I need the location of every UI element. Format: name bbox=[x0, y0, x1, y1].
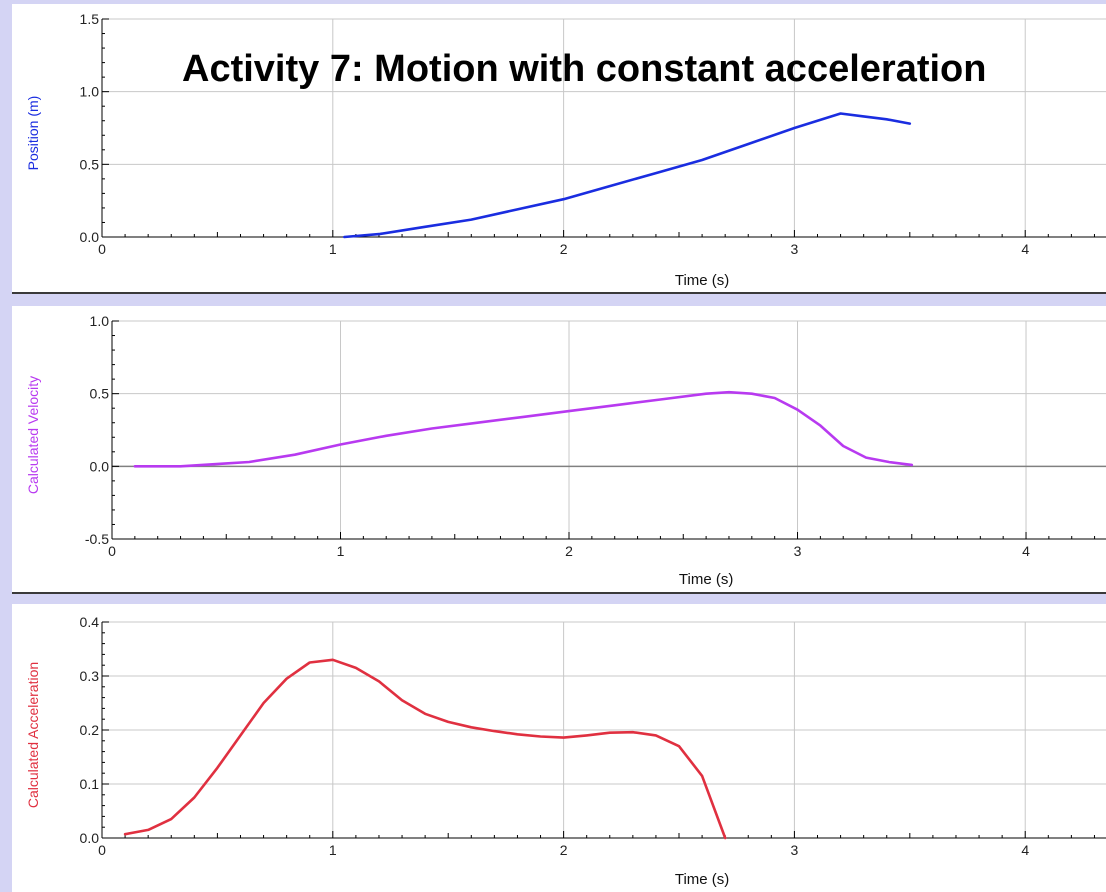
series-line bbox=[342, 112, 912, 239]
y-axis-label: Position (m) bbox=[25, 96, 41, 171]
y-tick-label: 1.0 bbox=[90, 313, 110, 329]
y-tick-label: 0.0 bbox=[80, 830, 100, 846]
y-tick-label: 0.0 bbox=[90, 458, 110, 474]
x-axis-label: Time (s) bbox=[679, 571, 733, 588]
x-tick-label: 4 bbox=[1021, 842, 1029, 858]
x-tick-label: 1 bbox=[337, 543, 345, 559]
y-axis-label: Calculated Acceleration bbox=[25, 662, 41, 808]
acceleration-chart: 0.0 0.1 0.2 0.3 0.4 0 1 2 3 4 Time (s) Calculated A… bbox=[25, 614, 1106, 888]
x-tick-label: 2 bbox=[565, 543, 573, 559]
y-tick-label: 0.3 bbox=[80, 668, 100, 684]
velocity-chart-panel: -0.5 0.0 0.5 1.0 0 1 2 3 4 Time (s) Calculated Vel… bbox=[12, 306, 1106, 592]
x-tick-label: 0 bbox=[108, 543, 116, 559]
x-tick-label: 4 bbox=[1022, 543, 1030, 559]
x-tick-label: 1 bbox=[329, 842, 337, 858]
x-tick-label: 3 bbox=[794, 543, 802, 559]
y-tick-label: 0.5 bbox=[90, 386, 110, 402]
x-tick-label: 1 bbox=[329, 241, 337, 257]
y-tick-label: 0.2 bbox=[80, 722, 100, 738]
panel-divider bbox=[12, 292, 1106, 294]
x-tick-label: 4 bbox=[1021, 241, 1029, 257]
x-tick-label: 3 bbox=[791, 241, 799, 257]
x-tick-label: 0 bbox=[98, 241, 106, 257]
x-tick-label: 2 bbox=[560, 842, 568, 858]
position-chart-panel: 0.0 0.5 1.0 1.5 0 1 2 3 4 Time (s) Position (m) bbox=[12, 4, 1106, 292]
position-chart: 0.0 0.5 1.0 1.5 0 1 2 3 4 Time (s) Position (m) bbox=[25, 11, 1106, 289]
y-axis-label: Calculated Velocity bbox=[25, 376, 41, 494]
y-tick-label: 0.0 bbox=[80, 229, 100, 245]
series-line bbox=[133, 390, 914, 468]
series-line bbox=[123, 658, 727, 840]
y-tick-label: 0.1 bbox=[80, 776, 100, 792]
x-tick-label: 2 bbox=[560, 241, 568, 257]
y-tick-label: 1.5 bbox=[80, 11, 100, 27]
y-tick-label: 0.4 bbox=[80, 614, 100, 630]
y-tick-label: 0.5 bbox=[80, 156, 100, 172]
slide-title: Activity 7: Motion with constant acceler… bbox=[182, 48, 987, 90]
y-tick-label: 1.0 bbox=[80, 84, 100, 100]
acceleration-chart-panel: 0.0 0.1 0.2 0.3 0.4 0 1 2 3 4 Time (s) Calculated A… bbox=[12, 604, 1106, 892]
x-axis-label: Time (s) bbox=[675, 871, 729, 888]
x-tick-label: 0 bbox=[98, 842, 106, 858]
panel-divider bbox=[12, 592, 1106, 594]
y-tick-label: -0.5 bbox=[85, 531, 109, 547]
x-tick-label: 3 bbox=[791, 842, 799, 858]
x-axis-label: Time (s) bbox=[675, 272, 729, 289]
velocity-chart: -0.5 0.0 0.5 1.0 0 1 2 3 4 Time (s) Calculated Vel… bbox=[25, 313, 1106, 588]
